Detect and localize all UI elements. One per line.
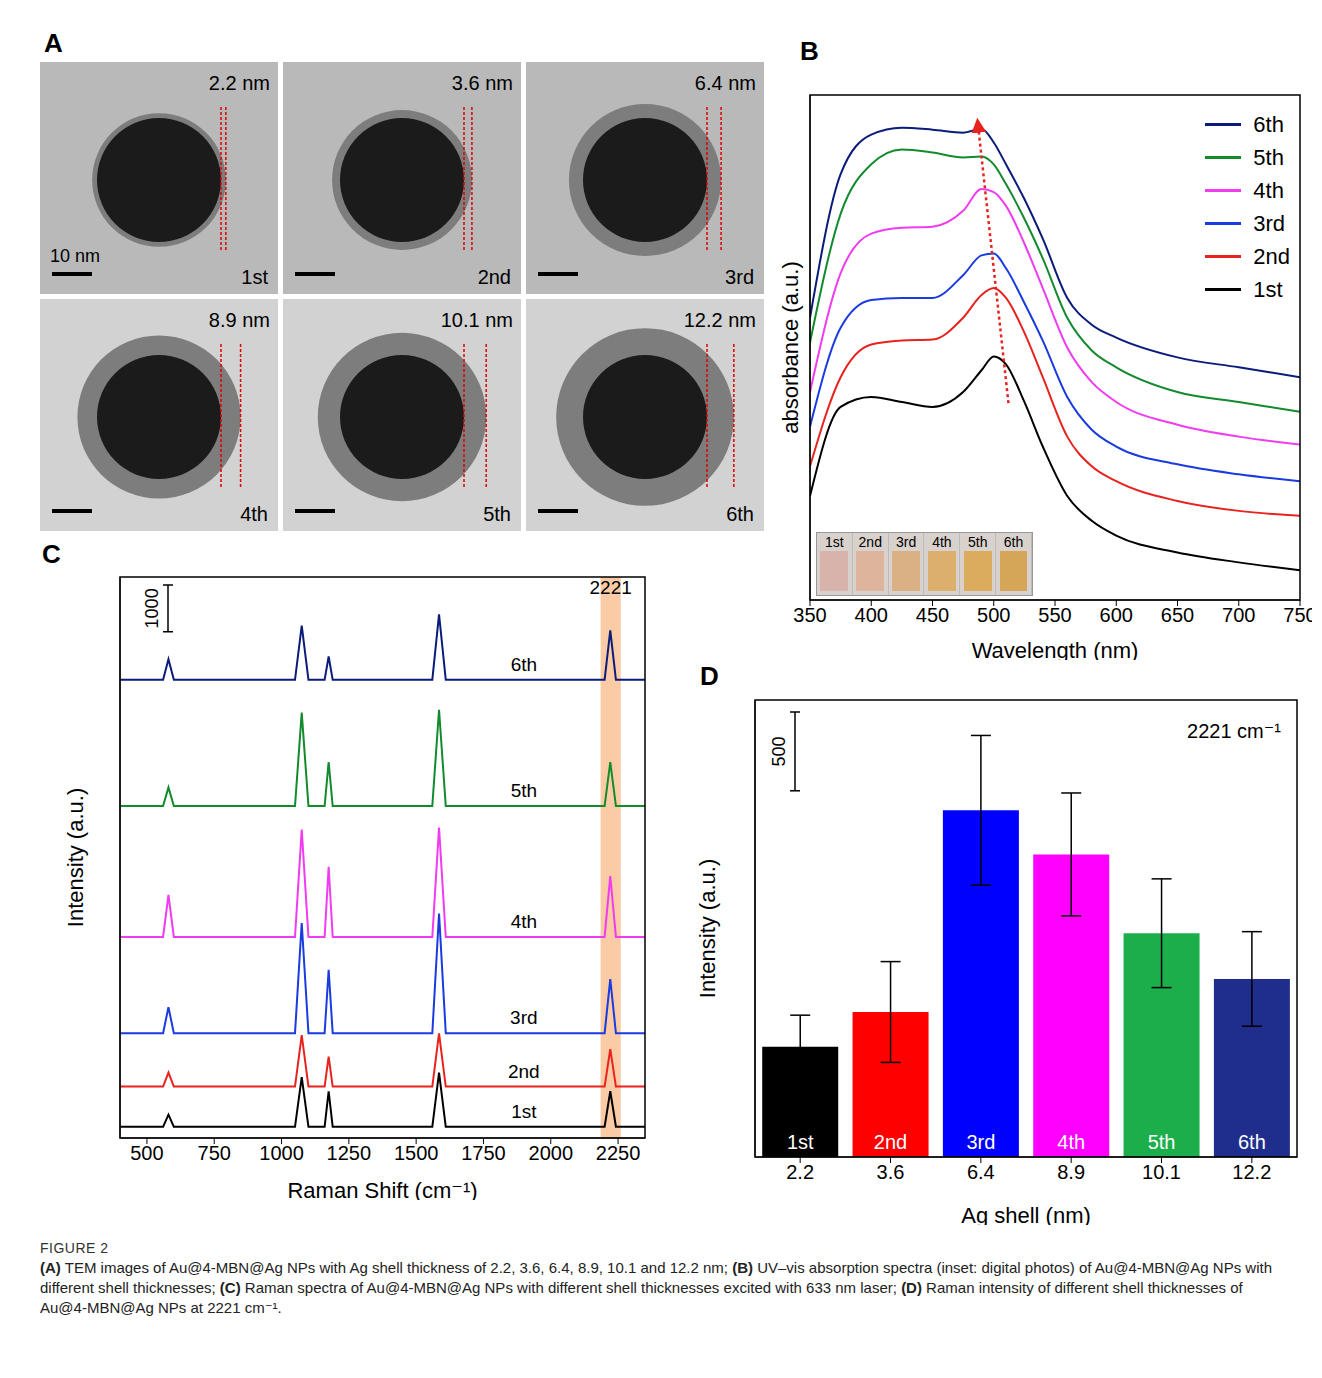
svg-text:500: 500 [130, 1142, 163, 1164]
html-text:FIGURE 2: FIGURE 2 [40, 1240, 109, 1256]
svg-text:12.2: 12.2 [1232, 1161, 1271, 1183]
svg-text:1st: 1st [511, 1101, 537, 1122]
svg-text:2221: 2221 [590, 577, 632, 598]
svg-text:10.1: 10.1 [1142, 1161, 1181, 1183]
svg-text:1st: 1st [787, 1131, 814, 1153]
svg-text:4th: 4th [240, 503, 268, 525]
svg-text:450: 450 [916, 604, 949, 626]
svg-text:1000: 1000 [259, 1142, 304, 1164]
svg-text:1250: 1250 [327, 1142, 372, 1164]
svg-text:650: 650 [1161, 604, 1194, 626]
svg-text:3rd: 3rd [966, 1131, 995, 1153]
svg-text:Intensity (a.u.): Intensity (a.u.) [63, 788, 88, 927]
html-text:5th: 5th [1253, 144, 1284, 170]
svg-text:6th: 6th [511, 654, 537, 675]
svg-text:500: 500 [769, 736, 789, 766]
html-text:1st: 1st [825, 534, 844, 550]
svg-text:1000: 1000 [142, 588, 162, 628]
svg-text:1500: 1500 [394, 1142, 439, 1164]
svg-text:8.9: 8.9 [1057, 1161, 1085, 1183]
svg-text:8.9 nm: 8.9 nm [209, 309, 270, 331]
html-text:4th: 4th [1253, 177, 1284, 203]
svg-text:5th: 5th [511, 780, 537, 801]
html-text:A: A [44, 28, 63, 58]
svg-text:4th: 4th [1057, 1131, 1085, 1153]
svg-text:350: 350 [793, 604, 826, 626]
svg-text:2221 cm⁻¹: 2221 cm⁻¹ [1187, 720, 1281, 742]
svg-text:2250: 2250 [596, 1142, 641, 1164]
svg-text:600: 600 [1100, 604, 1133, 626]
html-text:5th: 5th [968, 534, 988, 550]
html-text:B: B [800, 36, 819, 66]
svg-text:750: 750 [1283, 604, 1312, 626]
html-text:2nd: 2nd [1253, 243, 1290, 269]
html-text:(A) TEM images of Au@4-MBN@Ag: (A) TEM images of Au@4-MBN@Ag NPs with A… [40, 1259, 1272, 1316]
svg-text:12.2 nm: 12.2 nm [684, 309, 756, 331]
svg-text:5th: 5th [483, 503, 511, 525]
html-text:D: D [700, 661, 719, 691]
svg-text:Intensity (a.u.): Intensity (a.u.) [695, 859, 720, 998]
svg-text:6th: 6th [1238, 1131, 1266, 1153]
svg-text:3.6 nm: 3.6 nm [452, 72, 513, 94]
svg-text:2nd: 2nd [478, 266, 511, 288]
svg-text:2.2 nm: 2.2 nm [209, 72, 270, 94]
svg-text:Ag shell (nm): Ag shell (nm) [961, 1203, 1091, 1225]
svg-text:550: 550 [1038, 604, 1071, 626]
svg-text:2nd: 2nd [508, 1061, 540, 1082]
svg-text:6th: 6th [726, 503, 754, 525]
svg-text:2.2: 2.2 [786, 1161, 814, 1183]
svg-text:10 nm: 10 nm [50, 246, 100, 266]
html-text:2nd: 2nd [858, 534, 882, 550]
svg-text:Wavelength (nm): Wavelength (nm) [972, 638, 1139, 660]
svg-text:6.4 nm: 6.4 nm [695, 72, 756, 94]
svg-text:3rd: 3rd [510, 1007, 537, 1028]
svg-text:4th: 4th [511, 911, 537, 932]
svg-text:10.1 nm: 10.1 nm [441, 309, 513, 331]
svg-text:5th: 5th [1148, 1131, 1176, 1153]
svg-text:750: 750 [198, 1142, 231, 1164]
svg-text:3.6: 3.6 [877, 1161, 905, 1183]
svg-text:400: 400 [855, 604, 888, 626]
svg-text:1st: 1st [241, 266, 268, 288]
svg-text:2000: 2000 [529, 1142, 574, 1164]
html-text:3rd: 3rd [896, 534, 917, 550]
html-text:1st: 1st [1253, 276, 1283, 302]
svg-text:6.4: 6.4 [967, 1161, 995, 1183]
svg-text:2nd: 2nd [874, 1131, 907, 1153]
svg-text:Raman Shift (cm⁻¹): Raman Shift (cm⁻¹) [287, 1178, 477, 1200]
svg-text:1750: 1750 [461, 1142, 506, 1164]
svg-text:700: 700 [1222, 604, 1255, 626]
svg-text:absorbance (a.u.): absorbance (a.u.) [778, 261, 803, 433]
svg-text:3rd: 3rd [725, 266, 754, 288]
svg-text:500: 500 [977, 604, 1010, 626]
html-text:6th: 6th [1253, 111, 1284, 137]
html-text:3rd: 3rd [1253, 210, 1286, 236]
html-text:4th: 4th [932, 534, 952, 550]
html-text:C: C [42, 539, 61, 569]
html-text:6th: 6th [1003, 534, 1024, 550]
